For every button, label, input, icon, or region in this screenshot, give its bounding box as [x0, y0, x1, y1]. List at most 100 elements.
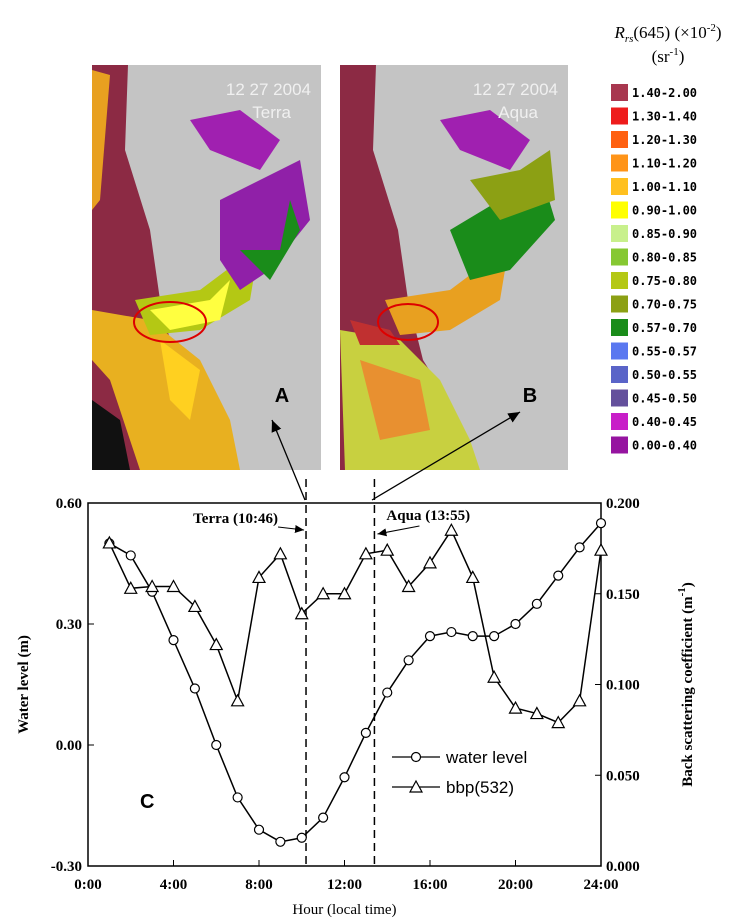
- marker: [316, 586, 331, 600]
- y-tick-label: 0.60: [56, 496, 82, 512]
- marker: [467, 630, 478, 642]
- y2-tick-label: 0.100: [606, 678, 640, 694]
- arrow: [371, 411, 521, 501]
- marker: [487, 669, 502, 683]
- y2-tick-label: 0.050: [606, 768, 640, 784]
- legend-swatch: [611, 201, 628, 219]
- map-date: 12 27 2004: [473, 80, 558, 99]
- map-date: 12 27 2004: [226, 80, 311, 99]
- marker: [296, 832, 307, 843]
- marker: [360, 727, 371, 739]
- marker: [318, 812, 329, 823]
- marker: [551, 715, 566, 729]
- legend-title-part: R: [613, 23, 625, 42]
- marker: [251, 570, 267, 584]
- marker: [572, 693, 587, 707]
- legend-swatch: [611, 342, 628, 360]
- legend-title-part: (sr: [652, 47, 670, 66]
- legend-title-part: ): [716, 23, 722, 42]
- legend-title-part: -1: [670, 46, 679, 58]
- legend-label: 0.57-0.70: [632, 321, 697, 335]
- marker: [125, 550, 136, 561]
- legend-title-part: -2: [707, 22, 716, 34]
- y2-tick-label: 0.200: [606, 496, 640, 512]
- marker: [145, 579, 160, 593]
- panel-label: C: [140, 791, 154, 813]
- legend-swatch: [611, 413, 628, 430]
- legend-swatch: [611, 131, 628, 148]
- arrow: [271, 419, 306, 501]
- marker: [489, 630, 500, 642]
- marker: [382, 687, 393, 698]
- marker: [123, 581, 138, 594]
- legend-label: 0.50-0.55: [632, 368, 697, 382]
- legend-marker: [408, 779, 424, 793]
- legend-title: (sr-1): [652, 46, 685, 66]
- legend-label: 0.80-0.85: [632, 251, 697, 265]
- legend-label: 0.55-0.57: [632, 345, 697, 359]
- marker: [209, 637, 224, 651]
- marker: [253, 824, 265, 835]
- marker: [380, 542, 395, 556]
- x-tick-label: 20:00: [498, 877, 533, 893]
- marker: [401, 579, 416, 593]
- legend-swatch: [611, 272, 628, 289]
- legend-title-part: rs: [625, 33, 634, 45]
- y2-axis-label: Back scattering coefficient (m-1): [676, 582, 696, 787]
- y-tick-label: 0.00: [56, 738, 82, 754]
- panel-label: A: [275, 385, 289, 407]
- marker: [166, 579, 181, 593]
- marker: [531, 598, 542, 609]
- legend-label: 0.45-0.50: [632, 392, 697, 406]
- legend-label: bbp(532): [446, 778, 514, 797]
- legend-swatch: [611, 366, 628, 383]
- marker: [358, 546, 373, 560]
- map-sensor: Terra: [252, 103, 291, 122]
- legend-swatch: [611, 178, 628, 195]
- marker: [339, 772, 350, 783]
- marker: [444, 522, 459, 536]
- legend-label: 0.70-0.75: [632, 298, 697, 312]
- marker: [529, 706, 544, 720]
- legend-label: 0.90-1.00: [632, 204, 697, 218]
- marker: [211, 739, 222, 751]
- legend-label: 1.30-1.40: [632, 110, 697, 124]
- legend-swatch: [611, 389, 628, 407]
- map-sensor: Aqua: [498, 103, 538, 122]
- legend-swatch: [611, 295, 628, 313]
- marker: [424, 630, 436, 642]
- y2-tick-label: 0.150: [606, 587, 640, 603]
- y2-axis-label-part: -1: [676, 587, 688, 596]
- marker: [593, 542, 609, 556]
- marker: [337, 586, 352, 600]
- annotation: Aqua (13:55): [386, 508, 470, 524]
- marker: [232, 792, 243, 803]
- marker: [168, 635, 179, 646]
- map-terra: [92, 65, 321, 470]
- marker: [595, 518, 607, 529]
- legend-title-part: (645) (×10: [633, 23, 706, 42]
- annotation: Terra (10:46): [193, 511, 278, 527]
- x-tick-label: 4:00: [160, 877, 188, 893]
- legend-label: 1.40-2.00: [632, 86, 697, 100]
- marker: [422, 555, 438, 569]
- marker: [510, 618, 521, 630]
- legend-label: 0.00-0.40: [632, 439, 697, 453]
- legend-swatch: [611, 225, 628, 242]
- legend-marker: [410, 751, 422, 763]
- legend-swatch: [611, 248, 628, 266]
- legend-swatch: [611, 107, 628, 125]
- highlight-ellipse: [133, 301, 207, 343]
- marker: [294, 606, 309, 620]
- x-tick-label: 24:00: [584, 877, 619, 893]
- legend-label: 1.10-1.20: [632, 157, 697, 171]
- x-tick-label: 0:00: [74, 877, 102, 893]
- legend-label: 0.75-0.80: [632, 274, 697, 288]
- line-chart: 0:00 4:00 8:00 12:00 16:00 20:00 24:00 -0.30 0.0…: [16, 479, 696, 918]
- marker: [446, 626, 457, 638]
- map-aqua: [340, 65, 568, 470]
- annotation-arrow: [277, 524, 305, 533]
- y2-axis-label-part: ): [680, 582, 696, 587]
- x-tick-label: 16:00: [413, 877, 448, 893]
